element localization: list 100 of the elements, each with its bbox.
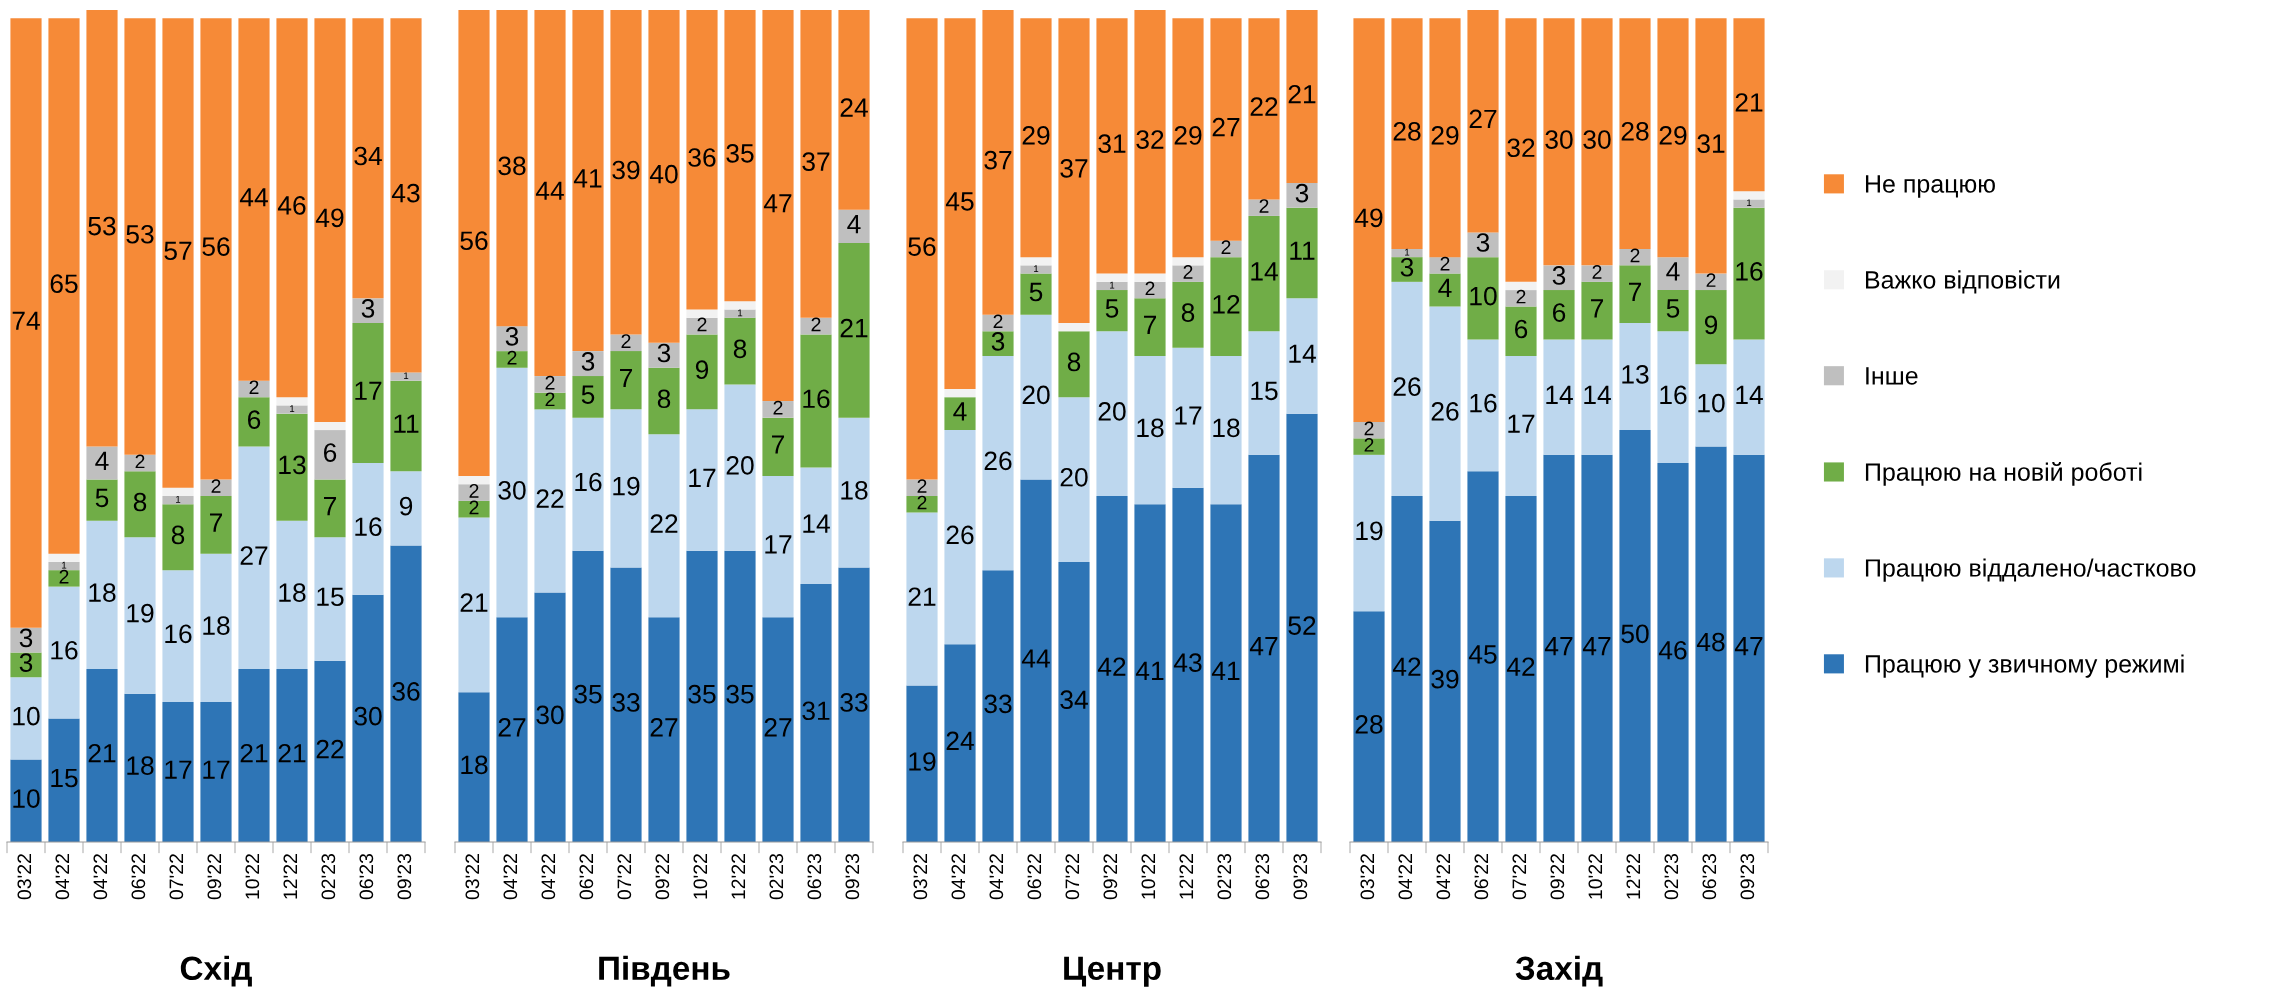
bar bbox=[1172, 18, 1204, 258]
bar bbox=[352, 298, 384, 324]
data-label: 4 bbox=[953, 402, 967, 421]
bar bbox=[1657, 18, 1689, 258]
bar bbox=[48, 18, 80, 554]
bar bbox=[390, 471, 422, 546]
data-label: 2 bbox=[1221, 240, 1231, 254]
bar bbox=[1353, 18, 1385, 422]
bar bbox=[1543, 339, 1575, 455]
bar bbox=[1467, 471, 1499, 842]
bar bbox=[124, 454, 156, 472]
bar bbox=[906, 685, 938, 842]
bar bbox=[944, 644, 976, 842]
bar bbox=[162, 701, 194, 842]
data-label: 21 bbox=[240, 743, 268, 763]
bar bbox=[762, 617, 794, 842]
bar bbox=[1020, 479, 1052, 842]
data-label: 65 bbox=[50, 274, 78, 294]
bar bbox=[1391, 281, 1423, 497]
data-label: 37 bbox=[1060, 159, 1088, 178]
data-label: 38 bbox=[498, 156, 526, 176]
data-label: 18 bbox=[89, 583, 116, 602]
data-label: 21 bbox=[460, 593, 488, 612]
data-label: 1 bbox=[1747, 199, 1752, 207]
data-label: 35 bbox=[726, 684, 754, 704]
data-label: 2 bbox=[811, 317, 821, 332]
x-tick-label: 09'23 bbox=[845, 853, 860, 900]
data-label: 26 bbox=[1431, 402, 1459, 421]
data-label: 14 bbox=[1546, 385, 1573, 404]
data-label: 14 bbox=[803, 514, 830, 533]
bar bbox=[314, 537, 346, 661]
data-label: 17 bbox=[689, 468, 716, 487]
bar bbox=[10, 627, 42, 653]
data-label: 17 bbox=[1508, 414, 1535, 433]
bar bbox=[162, 18, 194, 488]
data-label: 7 bbox=[210, 513, 223, 532]
bar bbox=[534, 592, 566, 842]
bar bbox=[1581, 281, 1613, 340]
bar bbox=[1286, 413, 1318, 842]
bar bbox=[1248, 331, 1280, 455]
data-label: 31 bbox=[1098, 134, 1126, 153]
bar bbox=[276, 520, 308, 670]
data-label: 20 bbox=[726, 456, 754, 475]
bar bbox=[1020, 273, 1052, 315]
bar bbox=[906, 479, 938, 497]
data-label: 3 bbox=[19, 653, 33, 672]
bar bbox=[1096, 18, 1128, 274]
x-tick-label: 09'23 bbox=[1740, 853, 1755, 900]
bar bbox=[276, 397, 308, 406]
bar bbox=[200, 701, 232, 842]
data-label: 1 bbox=[1405, 248, 1410, 256]
bar bbox=[572, 351, 604, 377]
bar bbox=[496, 617, 528, 842]
bar bbox=[1210, 504, 1242, 842]
bar bbox=[1172, 281, 1204, 348]
data-label: 43 bbox=[1173, 653, 1202, 672]
data-label: 2 bbox=[1706, 273, 1716, 287]
bar bbox=[238, 669, 270, 842]
x-tick-label: 06'23 bbox=[1702, 853, 1717, 900]
x-tick-label: 03'22 bbox=[465, 854, 480, 900]
data-label: 16 bbox=[1470, 393, 1497, 413]
data-label: 1 bbox=[1034, 265, 1039, 272]
bar bbox=[1505, 290, 1537, 307]
data-label: 26 bbox=[984, 451, 1012, 471]
data-label: 18 bbox=[1213, 418, 1240, 438]
data-label: 8 bbox=[171, 525, 185, 545]
bar bbox=[1581, 339, 1613, 455]
data-label: 16 bbox=[1660, 385, 1687, 405]
bar bbox=[1172, 257, 1204, 266]
data-label: 8 bbox=[733, 339, 747, 359]
data-label: 14 bbox=[1736, 385, 1763, 404]
data-label: 13 bbox=[279, 455, 306, 475]
data-label: 6 bbox=[248, 410, 261, 429]
data-label: 3 bbox=[991, 332, 1005, 351]
bar bbox=[352, 323, 384, 464]
bar bbox=[1543, 18, 1575, 266]
bar bbox=[1172, 347, 1204, 488]
bar bbox=[1505, 281, 1537, 291]
data-label: 29 bbox=[1022, 126, 1050, 145]
legend-label: Не працюю bbox=[1865, 175, 1995, 198]
x-tick-label: 09'23 bbox=[397, 853, 412, 900]
bar bbox=[648, 342, 680, 368]
data-label: 42 bbox=[1097, 657, 1126, 676]
bar bbox=[1058, 397, 1090, 562]
bar bbox=[724, 309, 756, 318]
bar bbox=[1286, 207, 1318, 299]
data-label: 14 bbox=[1289, 344, 1316, 363]
bar bbox=[352, 594, 384, 842]
x-axis-title: Схід bbox=[180, 955, 252, 987]
bar bbox=[496, 351, 528, 368]
legend-label: Працюю на новій роботі bbox=[1865, 462, 2142, 486]
bar bbox=[200, 18, 232, 480]
data-label: 36 bbox=[392, 682, 420, 701]
data-label: 27 bbox=[650, 718, 678, 737]
data-label: 43 bbox=[391, 183, 420, 203]
data-label: 56 bbox=[908, 237, 936, 256]
bar bbox=[458, 475, 490, 485]
bar bbox=[1429, 306, 1461, 521]
bar bbox=[648, 367, 680, 435]
data-label: 44 bbox=[239, 188, 268, 207]
